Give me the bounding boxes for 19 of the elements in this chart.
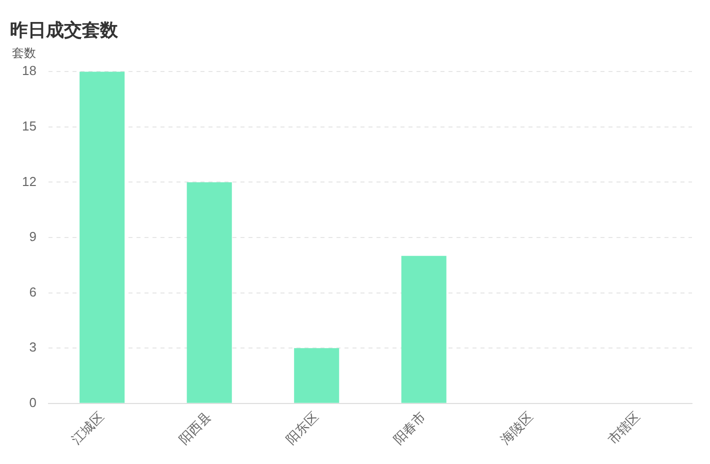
y-tick-label: 6: [29, 284, 36, 300]
y-axis-title: 套数: [12, 46, 36, 60]
x-tick-label: 阳东区: [283, 408, 322, 448]
bar: [401, 256, 446, 403]
bar: [186, 182, 232, 403]
y-tick-label: 12: [22, 174, 36, 189]
x-tick-label: 市辖区: [604, 408, 644, 448]
bar: [80, 72, 125, 403]
x-tick-label: 阳西县: [176, 408, 214, 448]
x-tick-label: 阳春市: [390, 408, 429, 448]
x-tick-label: 海陵区: [498, 408, 536, 448]
x-tick-label: 江城区: [68, 408, 107, 448]
y-tick-label: 18: [22, 63, 36, 78]
y-tick-label: 3: [29, 340, 36, 355]
y-tick-label: 9: [29, 229, 36, 244]
y-tick-label: 15: [22, 118, 36, 134]
y-tick-label: 0: [29, 394, 36, 410]
bar: [294, 348, 340, 403]
chart-title: 昨日成交套数: [10, 20, 119, 40]
